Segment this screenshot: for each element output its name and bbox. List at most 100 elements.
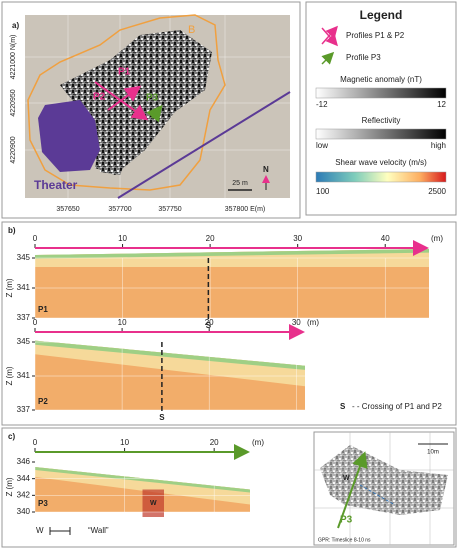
x-tick-label: 20 (205, 318, 214, 327)
legend-frame (305, 1, 457, 216)
area-boundary (27, 14, 226, 191)
road (117, 91, 291, 199)
profile-p2 (107, 85, 142, 111)
wall-label: W (150, 500, 157, 507)
x-unit: (m) (307, 318, 319, 327)
x-tick-label: 10 (120, 438, 129, 447)
y-label: 4220950 (10, 89, 17, 116)
y-tick-label: 345 (17, 253, 31, 262)
inset-scale-label: 10m (427, 450, 439, 456)
inset-grid (314, 432, 454, 545)
inset-wall (359, 484, 396, 506)
panel-label: b) (8, 226, 16, 235)
legend-arrow (321, 51, 335, 65)
profile-name: P3 (38, 499, 48, 508)
y-tick-label: 341 (17, 371, 31, 380)
y-label: 4221000 N(m) (10, 35, 17, 80)
x-tick-label: 40 (381, 234, 390, 243)
x-unit: (m) (431, 234, 443, 243)
north-label: N (263, 165, 269, 174)
profile-label: P2 (93, 92, 106, 103)
panel-label: a) (12, 21, 19, 30)
colorbar-label: -12 (316, 100, 328, 109)
panel-frame (1, 1, 301, 219)
y-tick-label: 340 (17, 507, 31, 516)
crossing-label: S (159, 413, 165, 422)
y-tick-label: 337 (17, 313, 31, 322)
x-tick-label: 0 (33, 318, 38, 327)
x-label: 357800 E(m) (225, 206, 265, 213)
theater-label: Theater (34, 178, 78, 192)
colorbar-label: 12 (437, 100, 446, 109)
colorbar (315, 171, 447, 183)
x-tick-label: 20 (210, 438, 219, 447)
panel-frame (1, 427, 457, 548)
profile-name: P1 (38, 305, 48, 314)
y-label: 4220900 (10, 136, 17, 163)
profile-name: P2 (38, 397, 48, 406)
x-label: 357750 (158, 206, 181, 213)
theater-shape (38, 100, 100, 172)
x-label: 357700 (108, 206, 131, 213)
crossing-note: - - Crossing of P1 and P2 (352, 402, 442, 411)
x-label: 357650 (56, 206, 79, 213)
gpr-image (320, 445, 448, 515)
inset-profile-label: P3 (340, 515, 353, 526)
wall-symbol: W (36, 526, 44, 535)
layer-top (35, 249, 429, 259)
x-tick-label: 0 (33, 438, 38, 447)
y-tick-label: 346 (17, 457, 31, 466)
profile-label: P1 (118, 67, 131, 78)
colorbar (315, 87, 447, 99)
legend-entry: Profiles P1 & P2 (346, 31, 405, 40)
panel-b: b) Z (m) Z (m) S - - Crossing of P1 and … (1, 221, 457, 426)
legend-entry: Reflectivity (362, 116, 401, 125)
legend: Legend Profiles P1 & P2 Profile P3 Magne… (305, 1, 457, 216)
layer-top (35, 467, 250, 493)
area-label: B (188, 24, 195, 36)
panel-label: c) (8, 432, 15, 441)
profile-label: P3 (146, 93, 159, 104)
y-tick-label: 345 (17, 337, 31, 346)
axis-label: Z (m) (5, 366, 14, 385)
legend-entry: Profile P3 (346, 53, 381, 62)
x-tick-label: 0 (33, 234, 38, 243)
x-tick-label: 10 (118, 318, 127, 327)
panel-a: a) B P1 P2 P3 Theater N 25 m 4221000 N(m… (1, 1, 301, 219)
panel-c: c) Z (m) W “Wall” 10m W P3 GPR: Timeslic… (1, 427, 457, 548)
wall-note: “Wall” (88, 526, 109, 535)
y-tick-label: 344 (17, 474, 31, 483)
x-unit: (m) (252, 438, 264, 447)
inset-caption: GPR: Timeslice 8-10 ns (318, 537, 371, 543)
crossing-symbol: S (340, 402, 346, 411)
magnetic-area (60, 30, 212, 175)
scale-label: 25 m (232, 180, 248, 187)
magnetic-area (95, 110, 130, 175)
colorbar-label: low (316, 141, 328, 150)
legend-entry: Magnetic anomaly (nT) (340, 75, 422, 84)
y-tick-label: 342 (17, 490, 31, 499)
x-tick-label: 10 (118, 234, 127, 243)
profile-p3 (146, 104, 163, 123)
layer-mid (35, 340, 305, 387)
colorbar (315, 128, 447, 140)
x-tick-label: 20 (206, 234, 215, 243)
y-tick-label: 337 (17, 405, 31, 414)
crossing-label: S (206, 321, 212, 330)
colorbar-label: 2500 (428, 187, 446, 196)
axis-label: Z (m) (5, 477, 14, 496)
wall-anomaly (142, 489, 164, 517)
panel-frame (1, 221, 457, 426)
x-tick-label: 30 (292, 318, 301, 327)
inset-wall-label: W (343, 475, 350, 482)
x-tick-label: 30 (293, 234, 302, 243)
legend-entry: Shear wave velocity (m/s) (335, 158, 427, 167)
inset-profile (337, 451, 368, 529)
colorbar-label: 100 (316, 187, 330, 196)
y-tick-label: 341 (17, 283, 31, 292)
legend-arrow (321, 25, 338, 45)
layer-top (35, 340, 305, 370)
colorbar-label: high (431, 141, 446, 150)
legend-title: Legend (360, 8, 403, 22)
